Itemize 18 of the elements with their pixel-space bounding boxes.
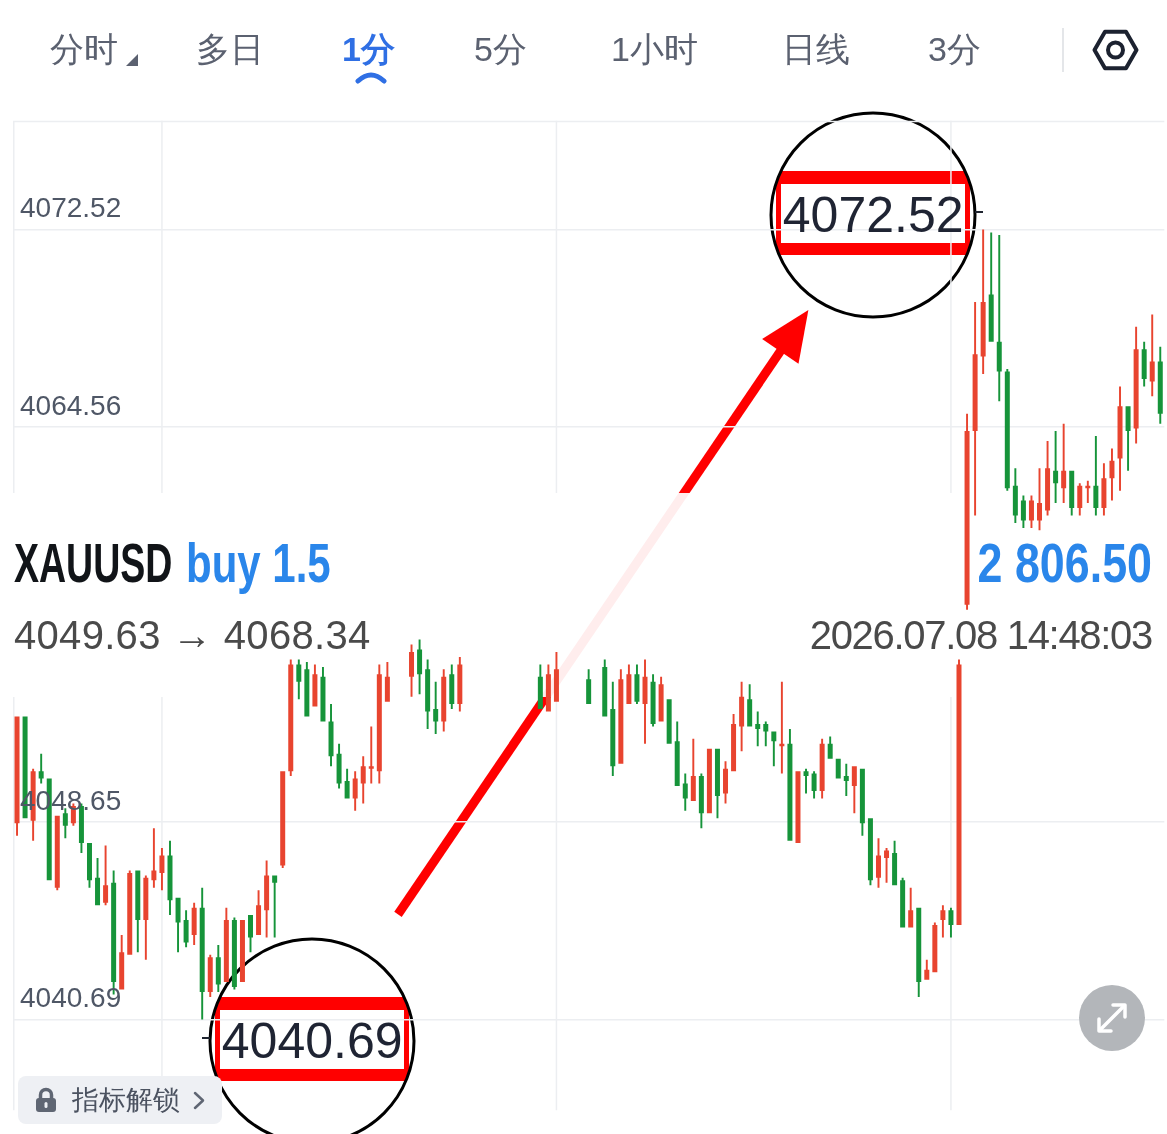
annotation: XAUUSD: [14, 530, 173, 594]
annotation: 4072.52: [781, 187, 965, 244]
text: 日线: [782, 30, 850, 68]
text: 1分: [342, 30, 395, 68]
text: 3分: [928, 30, 981, 68]
y-tick-label: 4072.52: [20, 192, 122, 224]
text: 5分: [474, 30, 527, 68]
y-tick-label: 4064.56: [20, 389, 122, 421]
annotation: 2 806.50: [977, 530, 1152, 594]
text: 分时: [50, 30, 118, 68]
text: 1小时: [611, 30, 698, 68]
annotation: 4049.63 → 4068.34: [14, 613, 371, 657]
annotation: 2026.07.08 14:48:03: [809, 613, 1152, 657]
text: 多日: [196, 30, 264, 68]
y-tick-label: 4040.69: [20, 982, 122, 1014]
annotation: 4040.69: [220, 1013, 404, 1070]
annotation: 指标解锁: [72, 1084, 180, 1115]
annotation: buy 1.5: [186, 530, 331, 594]
